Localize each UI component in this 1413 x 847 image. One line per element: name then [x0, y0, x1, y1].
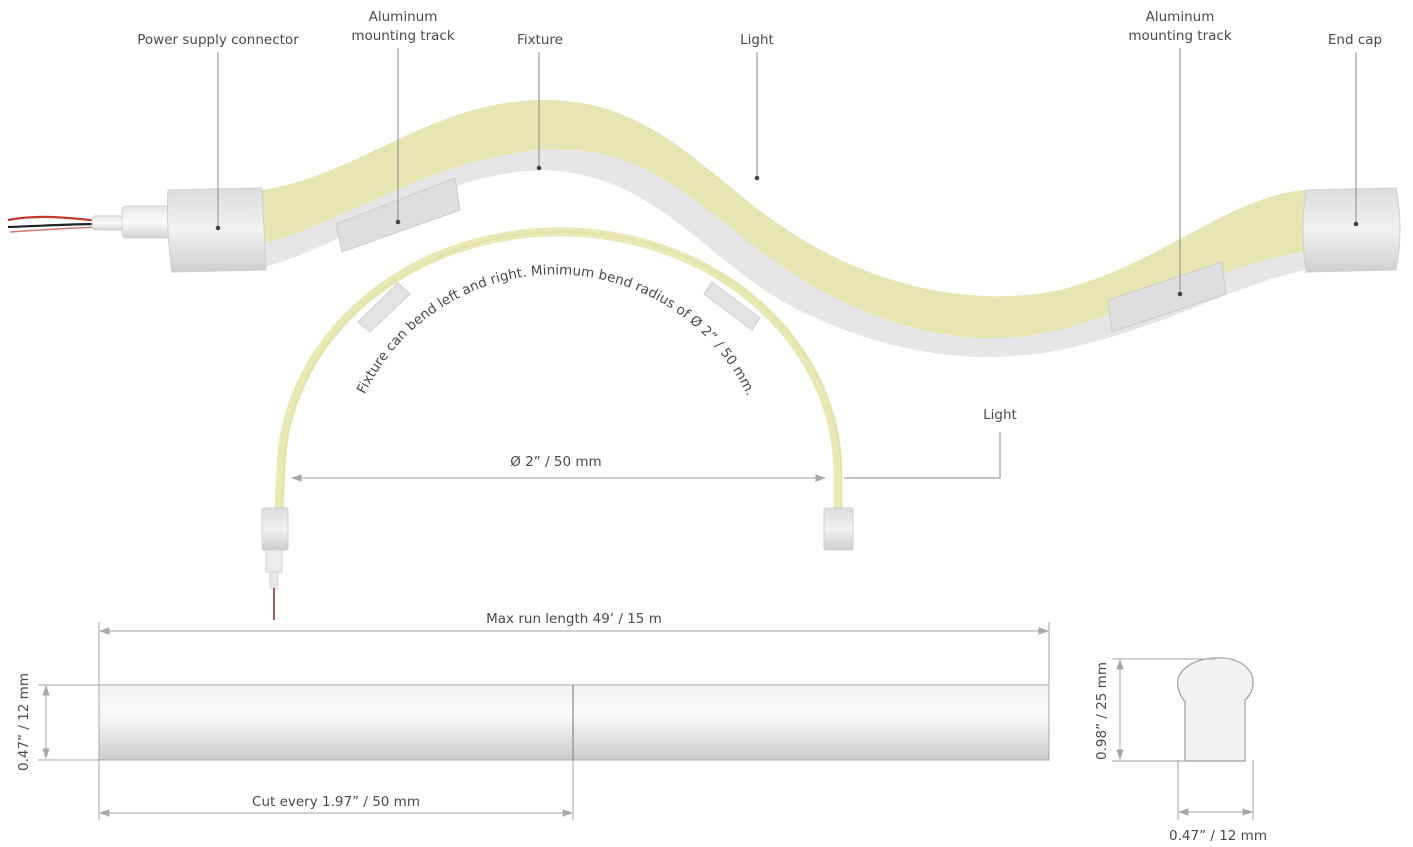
strip-height-label: 0.47” / 12 mm	[16, 673, 32, 771]
arc-connector	[261, 507, 289, 551]
profile-width-label: 0.47” / 12 mm	[1169, 828, 1267, 844]
arc-end-cap	[823, 507, 854, 551]
power-wires	[7, 215, 101, 233]
label-light-side: Light	[983, 407, 1017, 423]
cut-every-label: Cut every 1.97” / 50 mm	[252, 794, 420, 810]
end-cap	[1302, 187, 1401, 273]
label-aluminum-track-left-line2: mounting track	[351, 28, 455, 44]
straight-strip	[98, 684, 1050, 761]
light-side-leader	[844, 432, 1001, 479]
aluminum-track-right	[1107, 261, 1227, 333]
top-leaders	[215, 48, 1359, 297]
bend-note: Fixture can bend left and right. Minimum…	[354, 262, 759, 398]
bend-arc-fixture	[261, 227, 854, 620]
label-aluminum-track-right-line1: Aluminum	[1146, 9, 1215, 25]
label-light-top: Light	[740, 32, 774, 48]
label-aluminum-track-left-line1: Aluminum	[369, 9, 438, 25]
connector-plug	[121, 205, 171, 239]
label-power-supply-connector: Power supply connector	[137, 32, 299, 48]
profile-cross-section	[1177, 657, 1254, 762]
power-connector-cap	[167, 187, 267, 273]
label-fixture: Fixture	[517, 32, 563, 48]
bend-diameter-label: Ø 2” / 50 mm	[510, 454, 601, 470]
profile-height-label: 0.98” / 25 mm	[1094, 662, 1110, 760]
label-aluminum-track-right-line2: mounting track	[1128, 28, 1232, 44]
s-curve-fixture	[7, 99, 1401, 357]
max-run-label: Max run length 49’ / 15 m	[486, 611, 662, 627]
label-end-cap: End cap	[1328, 32, 1382, 48]
